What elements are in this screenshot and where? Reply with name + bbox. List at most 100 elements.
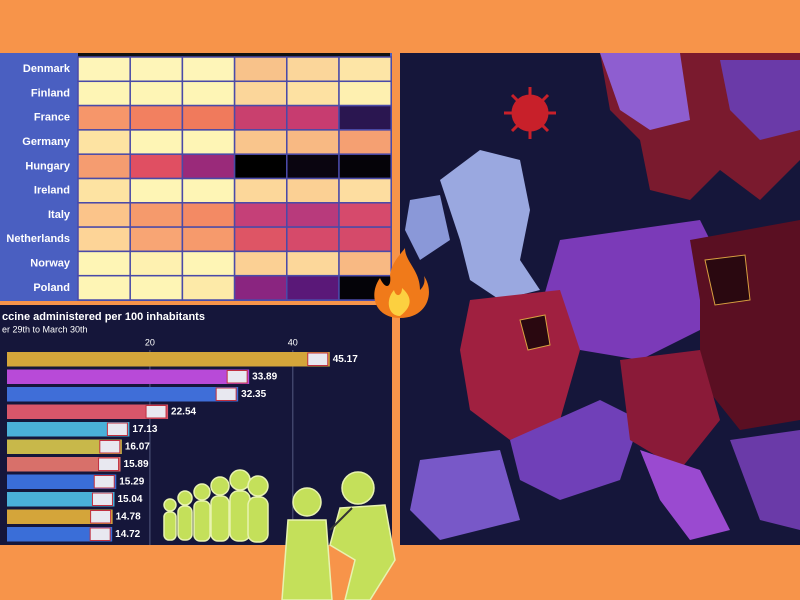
heat-cell xyxy=(233,202,288,228)
heat-cell xyxy=(286,177,340,204)
flag xyxy=(215,387,237,401)
row-label: France xyxy=(34,112,70,124)
heat-cell xyxy=(77,250,131,277)
heat-cell xyxy=(181,129,236,155)
heat-cell xyxy=(181,202,236,228)
bar xyxy=(7,387,239,402)
flag xyxy=(145,405,167,419)
row-label: Finland xyxy=(31,87,70,99)
value-label: 16.07 xyxy=(125,441,150,452)
heat-cell xyxy=(338,177,392,204)
heat-cell xyxy=(233,56,288,83)
heat-cell xyxy=(77,56,131,83)
heat-cell xyxy=(181,80,236,107)
value-label: 32.35 xyxy=(241,389,266,400)
value-label: 17.13 xyxy=(132,424,157,435)
flag xyxy=(91,492,113,506)
heat-cell xyxy=(77,80,131,107)
heat-cell xyxy=(77,104,131,131)
bar xyxy=(7,352,330,367)
heat-cell xyxy=(233,226,288,253)
x-tick-label: 20 xyxy=(145,337,155,347)
heat-cell xyxy=(129,274,184,301)
heat-cell xyxy=(181,177,236,204)
heat-cell xyxy=(181,274,236,301)
heat-cell xyxy=(77,153,131,180)
row-label: Denmark xyxy=(23,63,71,75)
heat-cell xyxy=(129,226,184,253)
heat-cell xyxy=(77,202,131,228)
virus-icon xyxy=(504,87,556,139)
row-label: Norway xyxy=(30,257,71,269)
bar xyxy=(7,369,250,384)
bar xyxy=(7,422,130,437)
flag xyxy=(307,352,329,366)
bar xyxy=(7,527,113,542)
heat-cell xyxy=(338,202,392,228)
heat-cell xyxy=(286,202,340,228)
value-label: 45.17 xyxy=(333,354,358,365)
heat-cell xyxy=(338,153,392,180)
heat-cell xyxy=(286,80,340,107)
europe-map xyxy=(400,53,800,545)
chart-subtitle: er 29th to March 30th xyxy=(2,324,88,334)
chart-title: ccine administered per 100 inhabitants xyxy=(2,311,205,323)
row-label: Italy xyxy=(48,209,71,221)
bar xyxy=(7,404,169,419)
heat-cell xyxy=(181,226,236,253)
flag xyxy=(99,440,121,454)
bar xyxy=(7,474,117,489)
heat-cell xyxy=(77,177,131,204)
flag xyxy=(106,422,128,436)
heat-cell xyxy=(286,274,340,301)
value-label: 14.72 xyxy=(115,529,140,540)
heat-cell xyxy=(129,129,184,155)
heat-cell xyxy=(129,56,184,83)
heat-cell xyxy=(181,56,236,83)
heat-cell xyxy=(338,56,392,83)
flag xyxy=(93,475,115,489)
heat-cell xyxy=(129,202,184,228)
heat-cell xyxy=(233,129,288,155)
row-label: Ireland xyxy=(34,185,70,197)
value-label: 15.29 xyxy=(119,476,144,487)
fire-icon xyxy=(374,248,429,318)
people-icon xyxy=(163,469,396,600)
flag xyxy=(90,510,112,524)
heat-cell xyxy=(338,226,392,253)
heatmap: Denmark Finland France Germany Hungary Irelan… xyxy=(6,56,392,301)
value-label: 15.04 xyxy=(117,494,142,505)
heat-cell xyxy=(129,250,184,277)
row-label: Poland xyxy=(33,282,70,294)
bar xyxy=(7,492,115,507)
heat-cell xyxy=(338,250,392,277)
heat-cell xyxy=(129,177,184,204)
heat-cell xyxy=(181,153,236,180)
heat-cell xyxy=(338,129,392,155)
x-tick-label: 40 xyxy=(288,337,298,347)
row-label: Germany xyxy=(22,136,71,148)
heat-cell xyxy=(181,104,236,131)
heat-cell xyxy=(286,104,340,131)
row-label: Netherlands xyxy=(6,233,70,245)
heat-cell xyxy=(286,56,340,83)
bar xyxy=(7,457,121,472)
value-label: 33.89 xyxy=(252,371,277,382)
heat-cell xyxy=(77,226,131,253)
row-label: Hungary xyxy=(25,160,71,172)
heat-cell xyxy=(233,153,288,180)
heat-cell xyxy=(233,177,288,204)
bar xyxy=(7,439,122,454)
heat-cell xyxy=(286,153,340,180)
flag xyxy=(89,527,111,541)
heat-cell xyxy=(233,250,288,277)
value-label: 14.78 xyxy=(116,511,141,522)
heat-cell xyxy=(233,274,288,301)
heat-cell xyxy=(129,104,184,131)
heat-cell xyxy=(181,250,236,277)
value-label: 15.89 xyxy=(124,459,149,470)
value-label: 22.54 xyxy=(171,406,196,417)
heat-cell xyxy=(286,129,340,155)
heat-cell xyxy=(286,250,340,277)
